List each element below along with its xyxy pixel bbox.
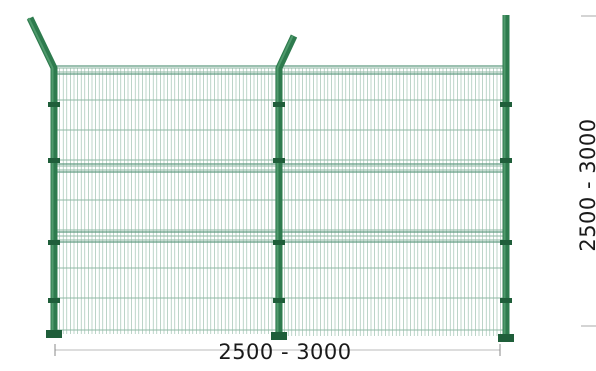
post-bases [46,330,514,342]
post-base-middle [271,332,287,340]
post-clip [273,240,285,245]
dimension-lines [54,15,596,356]
post-clip [273,298,285,303]
mesh-panel-left [55,65,277,334]
height-dimension-label: 2500 - 3000 [576,118,596,252]
post-clip [273,102,285,107]
fence-post-middle [275,34,298,338]
mesh-panels [55,65,504,336]
post-clip [48,102,60,107]
post-clip [48,240,60,245]
post-clip [500,298,512,303]
post-clip [273,158,285,163]
mesh-panel-right [280,65,504,336]
post-clip [48,298,60,303]
post-clip [500,102,512,107]
post-clips [48,102,512,303]
fence-post-left [26,16,58,336]
post-base-left [46,330,62,338]
post-clip [48,158,60,163]
fence-posts [26,15,510,340]
width-dimension-label: 2500 - 3000 [218,340,352,364]
post-clip [500,240,512,245]
post-clip [500,158,512,163]
fence-post-right [502,15,510,340]
post-base-right [498,334,514,342]
